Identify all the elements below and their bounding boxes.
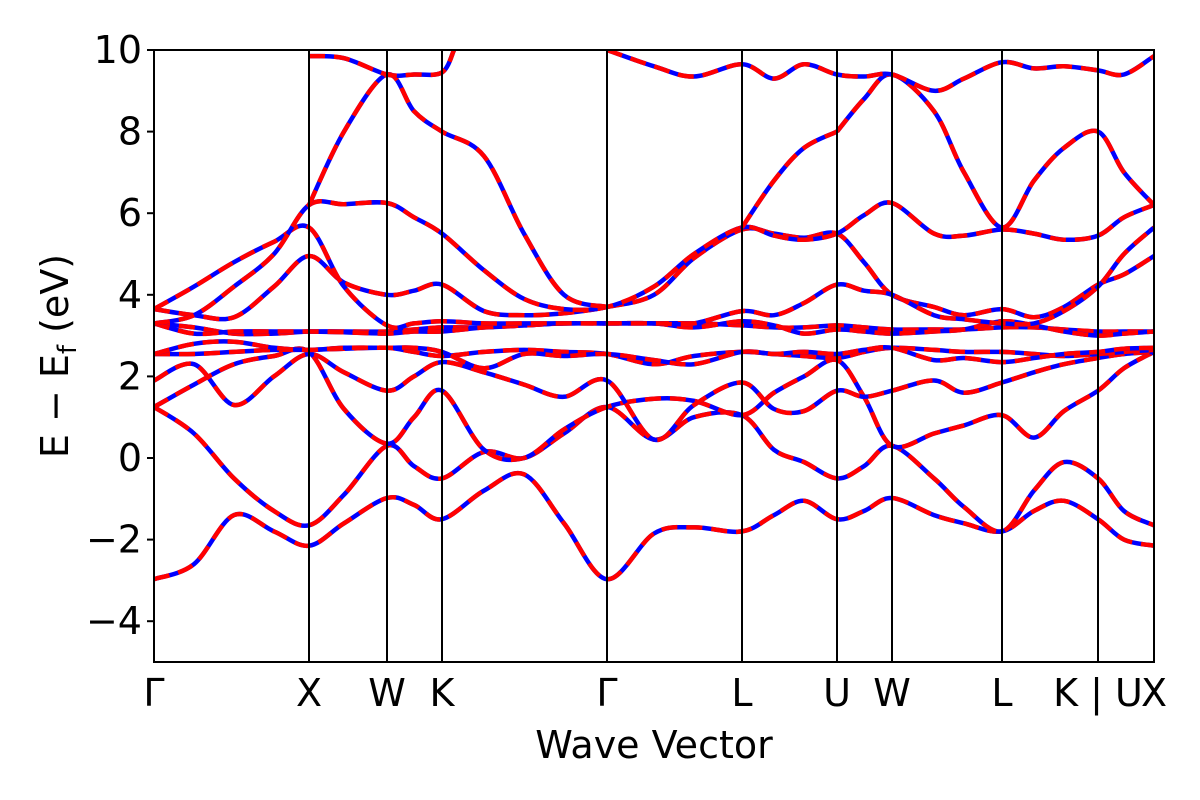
band-lines [154, 50, 1154, 582]
band-10-red-dashed [154, 223, 1154, 330]
band-12-blue [306, 72, 608, 310]
band-10-blue [154, 223, 1154, 330]
y-axis-ticks: −4 −2 0 2 4 6 8 10 [86, 28, 154, 643]
y-tick-label-8: 10 [94, 28, 142, 72]
x-tick-label-9: L [991, 671, 1012, 715]
band-11-blue [154, 198, 1154, 326]
y-tick-label-3: 0 [118, 436, 142, 480]
band-2-blue [154, 404, 1154, 534]
band-15-red-dashed [308, 50, 457, 79]
x-tick-label-10: K | U [1053, 671, 1143, 716]
band-12-red-dashed [306, 72, 608, 310]
y-axis-label-unit: (eV) [33, 254, 77, 345]
x-tick-label-6: L [731, 671, 752, 715]
x-tick-label-8: W [873, 671, 911, 715]
x-tick-label-11: X [1141, 671, 1167, 715]
y-tick-label-6: 6 [118, 191, 142, 235]
x-tick-label-7: U [823, 671, 851, 715]
band-14-red-dashed [740, 129, 838, 229]
x-tick-label-5: Γ [596, 671, 617, 715]
band-11-red-dashed [154, 198, 1154, 326]
y-tick-label-7: 8 [118, 110, 142, 154]
y-axis-label-subscript: f [53, 344, 83, 354]
y-tick-label-4: 2 [118, 354, 142, 398]
band-9-blue [154, 225, 1154, 322]
x-axis-label: Wave Vector [535, 723, 773, 767]
band-3-red-dashed [154, 346, 1154, 463]
band-8-red-dashed [154, 318, 1154, 338]
x-tick-label-2: X [296, 671, 322, 715]
y-tick-label-5: 4 [118, 273, 142, 317]
band-2-red-dashed [154, 404, 1154, 534]
plot-frame [153, 49, 1155, 663]
band-15-blue [308, 50, 457, 79]
y-axis-label: E − Ef (eV) [33, 254, 83, 458]
band-1-red-dashed [154, 470, 1154, 582]
band-6-red-dashed [154, 339, 1154, 371]
x-tick-label-1: Γ [143, 671, 164, 715]
band-14-blue [740, 129, 838, 229]
y-tick-label-1: −4 [86, 599, 142, 643]
x-tick-label-4: K [430, 671, 456, 715]
band-4-blue [154, 349, 1154, 442]
band-16-blue [606, 50, 1154, 94]
band-9-red-dashed [154, 225, 1154, 322]
high-symmetry-lines [308, 50, 1099, 662]
y-axis-label-main: E − E [33, 354, 77, 458]
x-tick-label-3: W [368, 671, 406, 715]
y-tick-label-2: −2 [86, 518, 142, 562]
band-16-red-dashed [606, 50, 1154, 94]
